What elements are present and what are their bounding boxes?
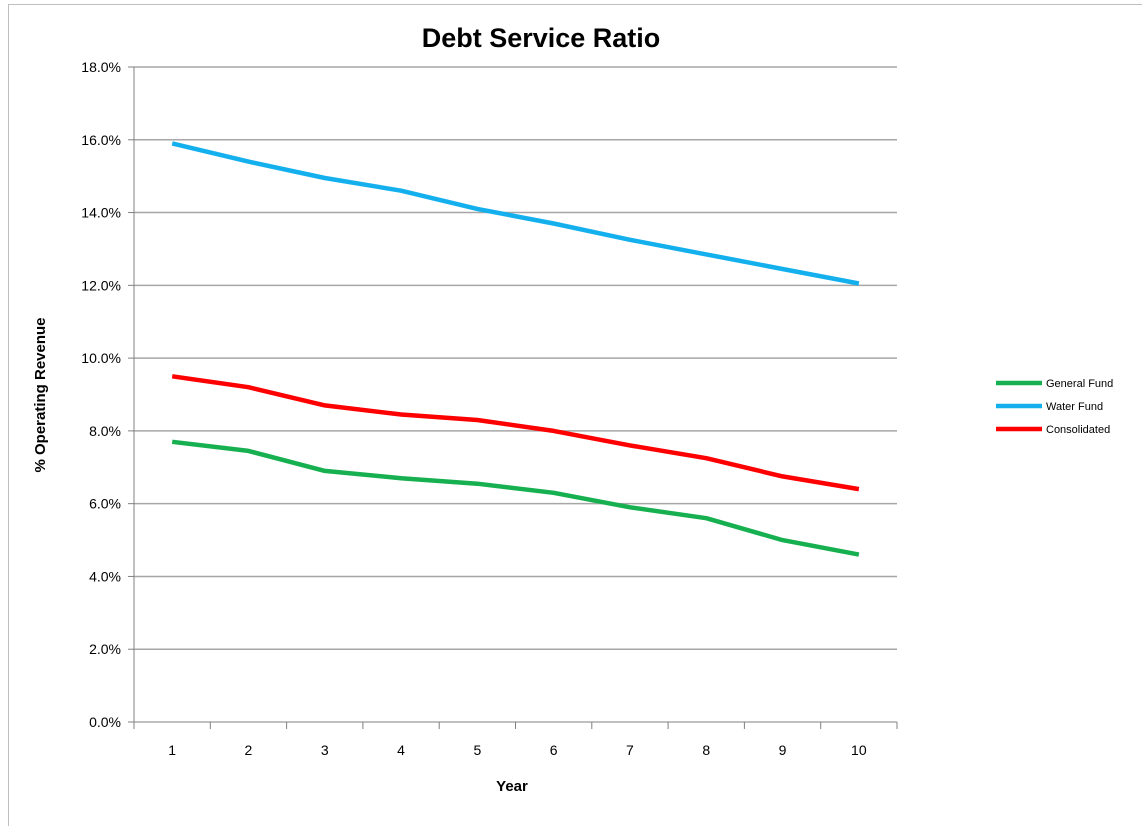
series-lines	[171, 141, 860, 557]
legend-label: Consolidated	[1046, 424, 1110, 436]
y-tick-label: 16.0%	[81, 132, 121, 148]
y-tick-label: 6.0%	[89, 496, 121, 512]
series-line-general-fund	[171, 439, 860, 557]
x-tick-label: 2	[245, 742, 253, 758]
y-tick-label: 10.0%	[81, 350, 121, 366]
x-tick-label: 8	[702, 742, 710, 758]
x-tick-label: 4	[397, 742, 405, 758]
gridlines	[134, 66, 897, 650]
y-tick-label: 8.0%	[89, 423, 121, 439]
y-tick-label: 0.0%	[89, 714, 121, 730]
y-tick-label: 4.0%	[89, 568, 121, 584]
x-tick-label: 7	[626, 742, 634, 758]
x-tick-label: 10	[851, 742, 867, 758]
y-axis-title: % Operating Revenue	[32, 317, 49, 472]
y-tick-label: 18.0%	[81, 59, 121, 75]
y-tick-label: 14.0%	[81, 205, 121, 221]
x-tick-label: 5	[473, 742, 481, 758]
x-tick-label: 1	[168, 742, 176, 758]
y-tick-label: 12.0%	[81, 277, 121, 293]
x-tick-label: 3	[321, 742, 329, 758]
x-axis-title: Year	[496, 778, 528, 795]
chart-area	[8, 4, 1142, 826]
y-tick-label: 2.0%	[89, 641, 121, 657]
axes: 0.0% 2.0% 4.0% 6.0% 8.0% 10.0% 12.0% 14.0% 16.0%…	[81, 59, 898, 758]
chart-title: Debt Service Ratio	[422, 23, 661, 53]
legend-label: General Fund	[1046, 378, 1113, 390]
x-tick-label: 9	[779, 742, 787, 758]
legend-label: Water Fund	[1046, 401, 1103, 413]
series-line-water-fund	[171, 141, 860, 286]
x-tick-label: 6	[550, 742, 558, 758]
series-line-consolidated	[171, 374, 860, 492]
legend: General Fund Water Fund Consolidated	[996, 378, 1113, 436]
